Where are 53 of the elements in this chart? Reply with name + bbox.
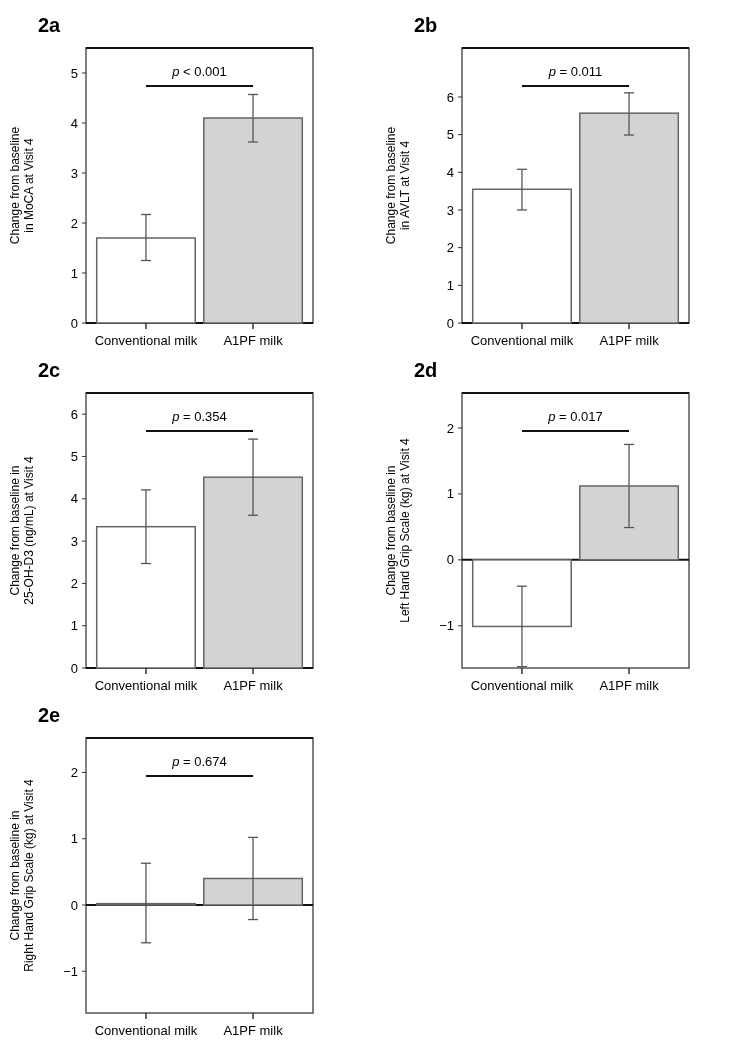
annotation: p < 0.001 [171, 64, 227, 79]
x-tick-label: Conventional milk [94, 1023, 198, 1038]
y-tick-label: 0 [70, 897, 78, 913]
y-tick-label: 1 [446, 277, 454, 293]
y-tick-label: 6 [446, 89, 454, 105]
chart-title: 2e [38, 704, 61, 726]
y-tick-label: 0 [70, 660, 78, 676]
y-tick-label: 4 [446, 164, 454, 180]
y-tick-label: 1 [446, 486, 454, 502]
y-tick-label: 5 [70, 65, 78, 81]
annotation: p = 0.017 [547, 409, 603, 424]
y-tick-label: 1 [70, 831, 78, 847]
annotation: p = 0.011 [547, 64, 603, 79]
y-tick-label: 0 [446, 315, 454, 331]
y-axis-title: Change from baseline in MoCA at Visit 4 [8, 126, 37, 245]
x-tick-label: A1PF milk [223, 1023, 284, 1038]
chart-title: 2d [414, 359, 438, 381]
x-tick-label: Conventional milk [94, 678, 198, 693]
y-axis-title: Change from baseline in AVLT at Visit 4 [384, 126, 413, 245]
x-tick-label: A1PF milk [599, 678, 660, 693]
x-tick-label: Conventional milk [94, 333, 198, 348]
y-tick-label: 2 [446, 420, 454, 436]
x-tick-label: Conventional milk [470, 678, 574, 693]
y-tick-label: 5 [70, 449, 78, 465]
y-tick-label: −1 [439, 618, 454, 634]
y-tick-label: 4 [70, 491, 78, 507]
y-tick-label: 2 [70, 215, 78, 231]
y-axis-title: Change from baseline in Left Hand Grip Scale (kg) at Visit 4 [384, 437, 413, 623]
y-tick-label: −1 [63, 963, 78, 979]
y-tick-label: 2 [70, 575, 78, 591]
y-tick-label: 5 [446, 127, 454, 143]
annotation: p = 0.354 [171, 409, 227, 424]
y-tick-label: 1 [70, 618, 78, 634]
x-tick-label: Conventional milk [470, 333, 574, 348]
y-tick-label: 3 [70, 533, 78, 549]
chart-title: 2b [414, 14, 438, 36]
annotation: p = 0.674 [171, 754, 227, 769]
y-tick-label: 1 [70, 265, 78, 281]
x-tick-label: A1PF milk [599, 333, 660, 348]
y-tick-label: 4 [70, 115, 78, 131]
x-tick-label: A1PF milk [223, 678, 284, 693]
y-tick-label: 0 [70, 315, 78, 331]
chart-title: 2a [38, 14, 62, 36]
y-tick-label: 2 [70, 765, 78, 781]
y-tick-label: 3 [70, 165, 78, 181]
y-tick-label: 3 [446, 202, 454, 218]
y-axis-title: Change from baseline in 25-OH-D3 (ng/mL) at Visit 4 [8, 455, 37, 605]
y-tick-label: 6 [70, 406, 78, 422]
y-tick-label: 2 [446, 240, 454, 256]
y-axis-title: Change from baseline in Right Hand Grip Scale (kg) at Visit 4 [8, 778, 37, 972]
chart-title: 2c [38, 359, 61, 381]
y-tick-label: 0 [446, 552, 454, 568]
x-tick-label: A1PF milk [223, 333, 284, 348]
